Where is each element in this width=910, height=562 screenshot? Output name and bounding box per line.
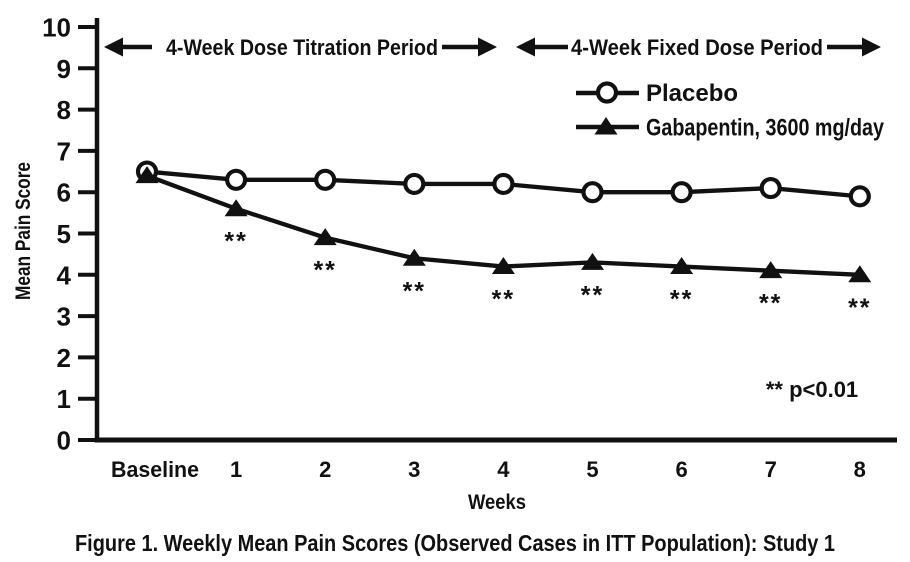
significance-marker: **	[848, 294, 871, 322]
open-circle-marker-icon	[595, 81, 619, 104]
y-tick-label: 2	[57, 343, 71, 373]
period-annotation-titration: 4-Week Dose Titration Period	[104, 35, 497, 60]
x-category-label: 1	[230, 457, 242, 482]
filled-triangle-marker-icon	[224, 199, 248, 217]
y-tick-label: 4	[57, 260, 72, 290]
arrow-right-icon	[862, 37, 881, 57]
x-category-label: 4	[497, 457, 510, 482]
filled-triangle-marker-icon	[848, 265, 872, 283]
significance-marker: **	[581, 281, 604, 309]
y-tick-label: 6	[57, 178, 71, 208]
x-category-label: 6	[675, 457, 687, 482]
y-tick-label: 5	[57, 219, 71, 249]
x-category-label: Baseline	[111, 457, 199, 482]
significance-marker: **	[313, 257, 336, 285]
legend-item-placebo: Placebo	[576, 80, 738, 107]
y-tick-label: 9	[57, 54, 71, 84]
open-circle-marker-icon	[314, 168, 337, 191]
filled-triangle-marker-icon	[135, 166, 159, 184]
open-circle-marker-icon	[848, 185, 871, 208]
open-circle-marker-icon	[670, 181, 693, 204]
legend-label-gabapentin: Gabapentin, 3600 mg/day	[646, 115, 885, 142]
arrow-right-icon	[478, 37, 497, 57]
y-tick-label: 10	[42, 13, 71, 43]
y-tick-label: 0	[57, 426, 71, 456]
significance-marker: **	[403, 277, 426, 305]
period-label-titration: 4-Week Dose Titration Period	[166, 35, 438, 60]
filled-triangle-marker-icon	[581, 252, 604, 270]
series-layer: ** ** ** ** ** ** ** **	[135, 160, 872, 322]
x-axis-title: Weeks	[468, 491, 526, 514]
y-tick-label: 1	[57, 384, 71, 414]
filled-triangle-marker-icon	[594, 117, 618, 135]
legend-label-placebo: Placebo	[646, 80, 738, 107]
filled-triangle-marker-icon	[313, 228, 337, 246]
open-circle-marker-icon	[225, 168, 248, 191]
series-gabapentin-3600-mg-day: ** ** ** ** ** ** ** **	[135, 166, 872, 322]
figure-caption: Figure 1. Weekly Mean Pain Scores (Obser…	[75, 530, 835, 556]
open-circle-marker-icon	[492, 172, 515, 196]
y-tick-label: 3	[57, 302, 71, 332]
open-circle-marker-icon	[759, 176, 782, 200]
x-category-label: 7	[765, 457, 777, 482]
arrow-left-icon	[104, 37, 123, 57]
y-axis-title: Mean Pain Score	[12, 162, 35, 300]
filled-triangle-marker-icon	[402, 248, 426, 266]
filled-triangle-marker-icon	[759, 261, 783, 279]
axes: 0 1 2 3 4 5 6 7 8 9 10 Baseline 1 2 3 4 5 6 7 8	[42, 13, 897, 482]
filled-triangle-marker-icon	[670, 257, 694, 275]
significance-marker: **	[224, 228, 247, 256]
significance-marker: **	[670, 286, 693, 314]
series-placebo	[135, 160, 871, 208]
open-circle-marker-icon	[581, 181, 604, 204]
y-tick-label: 7	[57, 136, 71, 166]
legend-item-gabapentin: Gabapentin, 3600 mg/day	[576, 115, 885, 142]
legend: Placebo Gabapentin, 3600 mg/day	[576, 80, 885, 142]
y-tick-label: 8	[57, 95, 71, 125]
period-annotation-fixed: 4-Week Fixed Dose Period	[516, 35, 881, 60]
significance-note: ** p<0.01	[766, 377, 858, 402]
open-circle-marker-icon	[403, 172, 426, 196]
significance-marker: **	[492, 286, 515, 314]
x-category-label: 2	[319, 457, 331, 482]
x-category-label: 8	[854, 457, 866, 482]
filled-triangle-marker-icon	[491, 257, 515, 275]
arrow-left-icon	[516, 37, 535, 57]
significance-marker: **	[759, 290, 782, 318]
x-category-label: 3	[408, 457, 420, 482]
period-label-fixed: 4-Week Fixed Dose Period	[571, 35, 823, 60]
x-category-label: 5	[586, 457, 598, 482]
